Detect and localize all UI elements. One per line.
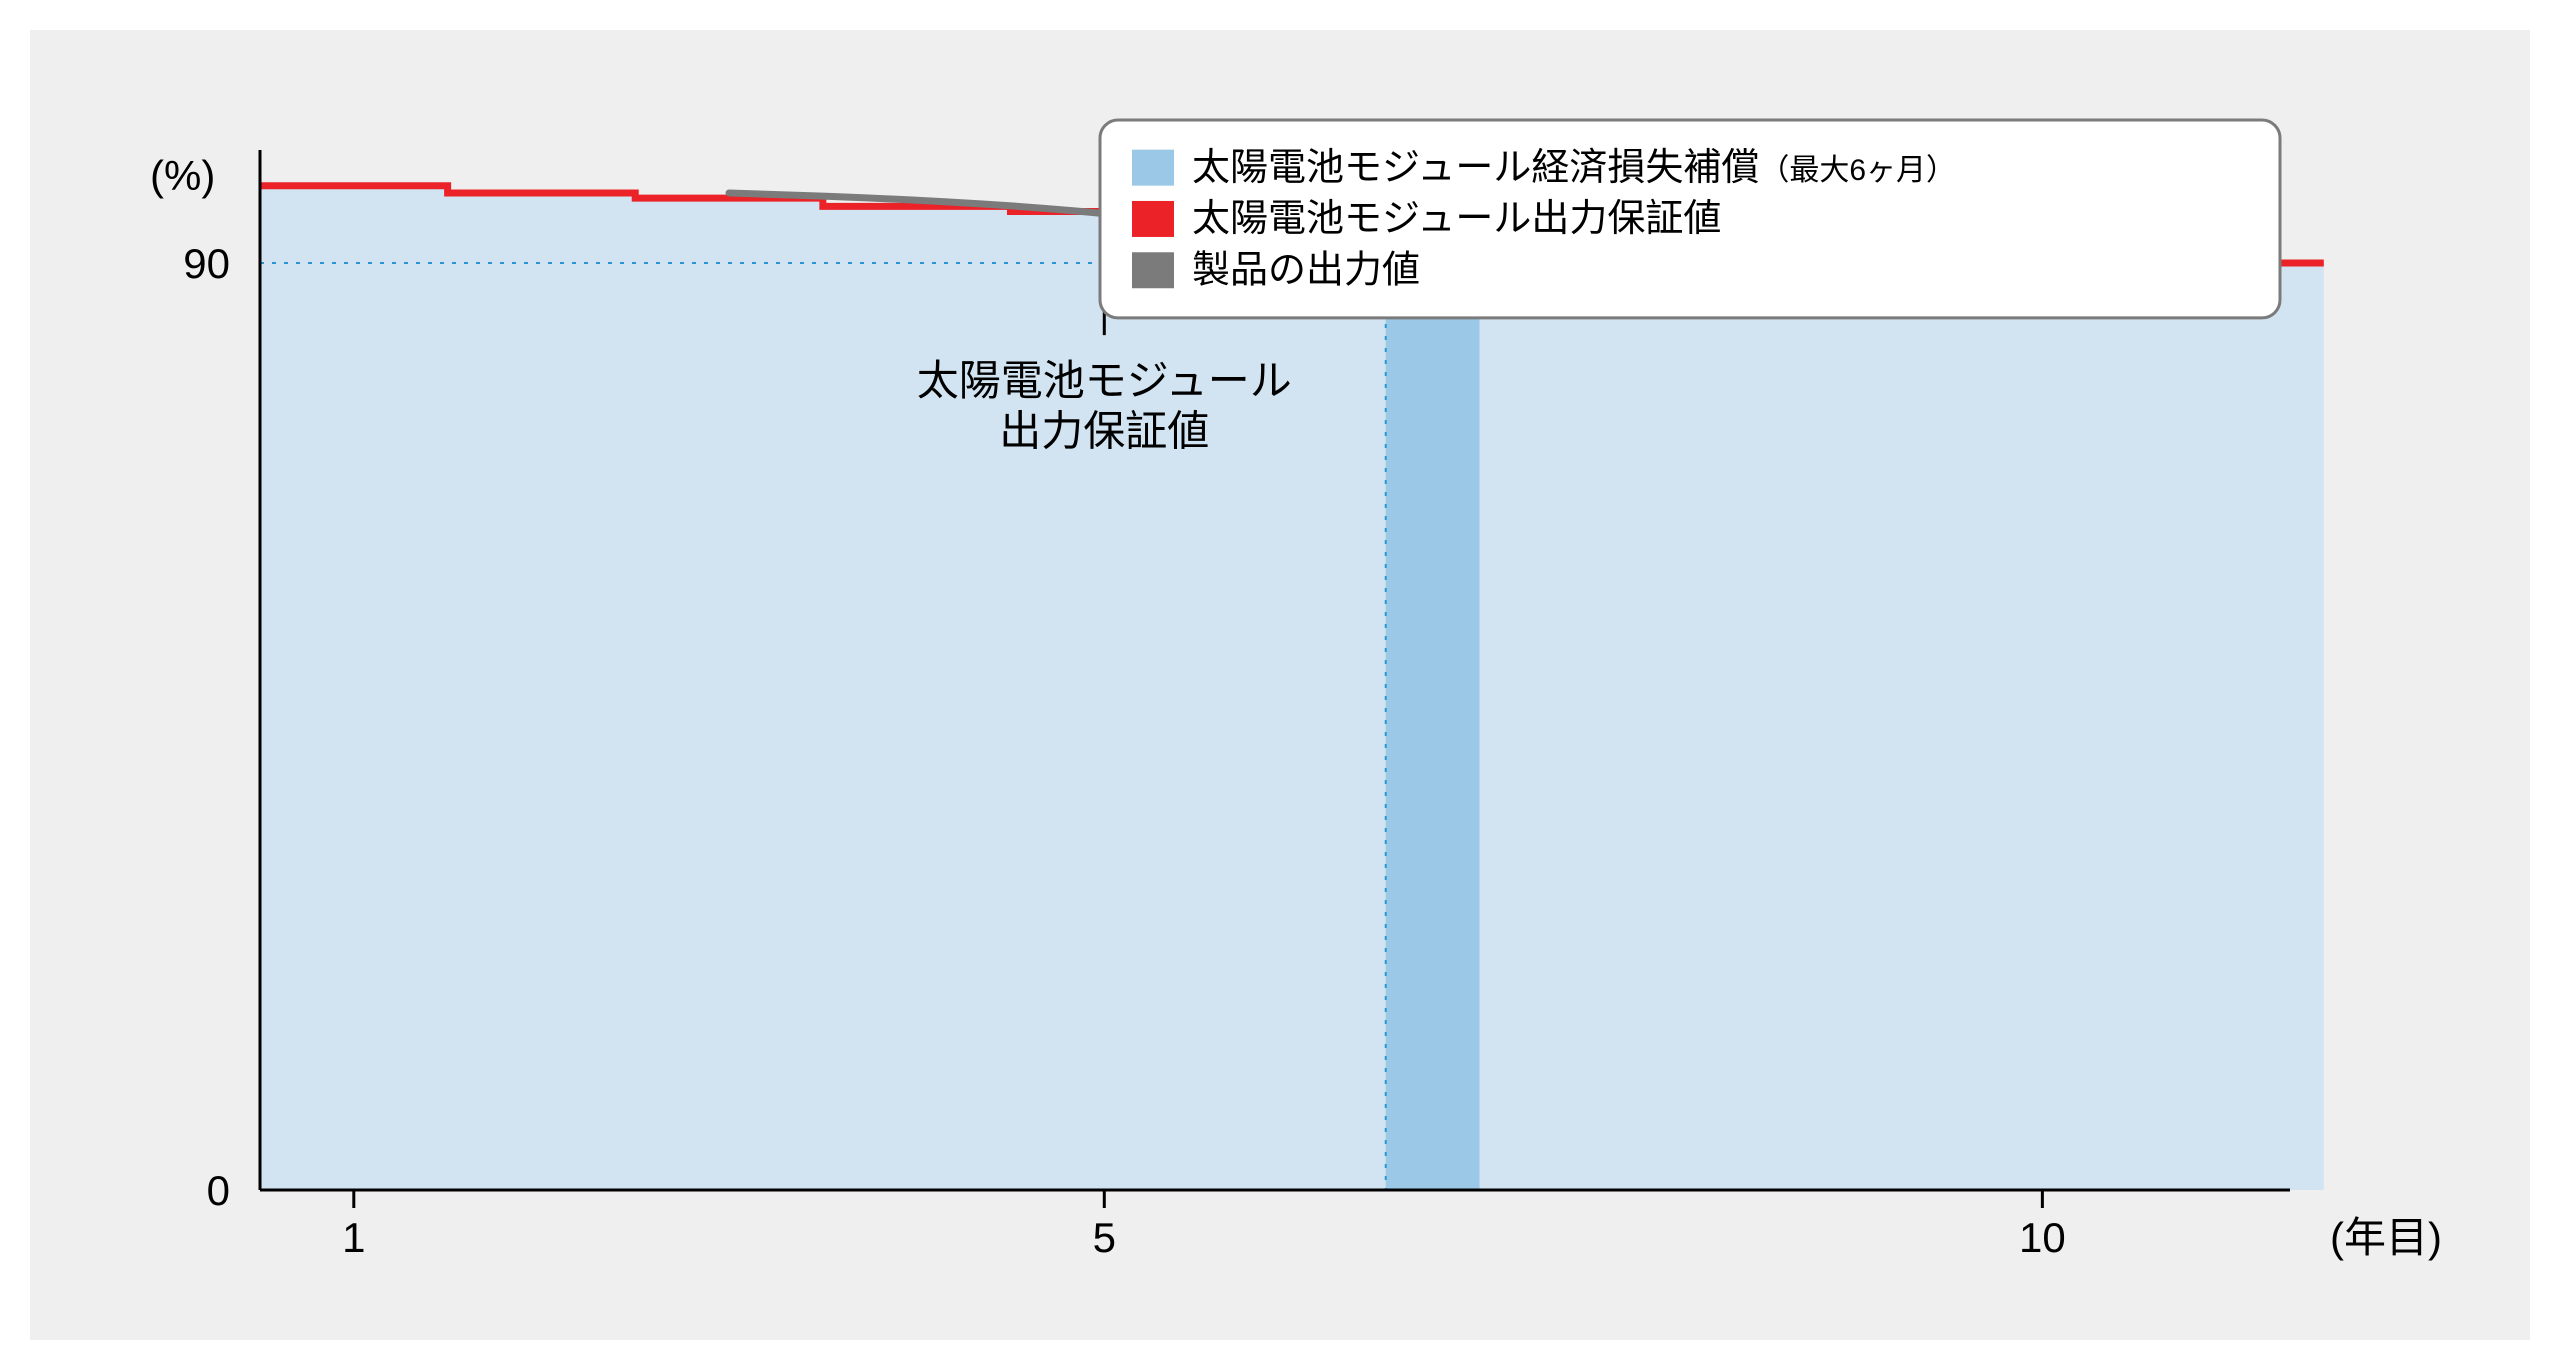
legend-label: 太陽電池モジュール出力保証値 bbox=[1192, 198, 1721, 240]
legend-swatch bbox=[1132, 201, 1174, 237]
x-tick-label: 1 bbox=[342, 1214, 365, 1261]
y-tick-label: 0 bbox=[207, 1167, 230, 1214]
legend-swatch bbox=[1132, 150, 1174, 186]
y-axis-label: (%) bbox=[150, 152, 215, 199]
x-tick-label: 10 bbox=[2019, 1214, 2066, 1261]
chart-container: 090(%)1510(年目)太陽電池モジュール出力保証値出力低下分太陽電池モジュ… bbox=[0, 0, 2560, 1370]
x-axis-label: (年目) bbox=[2330, 1214, 2442, 1261]
x-tick-label: 5 bbox=[1093, 1214, 1116, 1261]
legend-swatch bbox=[1132, 252, 1174, 288]
y-tick-label: 90 bbox=[183, 240, 230, 287]
warranty-step-area bbox=[260, 186, 2324, 1190]
legend-label: 太陽電池モジュール経済損失補償（最大6ヶ月） bbox=[1192, 147, 1956, 189]
compensation-band bbox=[1386, 228, 1480, 1190]
legend-label: 製品の出力値 bbox=[1192, 249, 1420, 291]
